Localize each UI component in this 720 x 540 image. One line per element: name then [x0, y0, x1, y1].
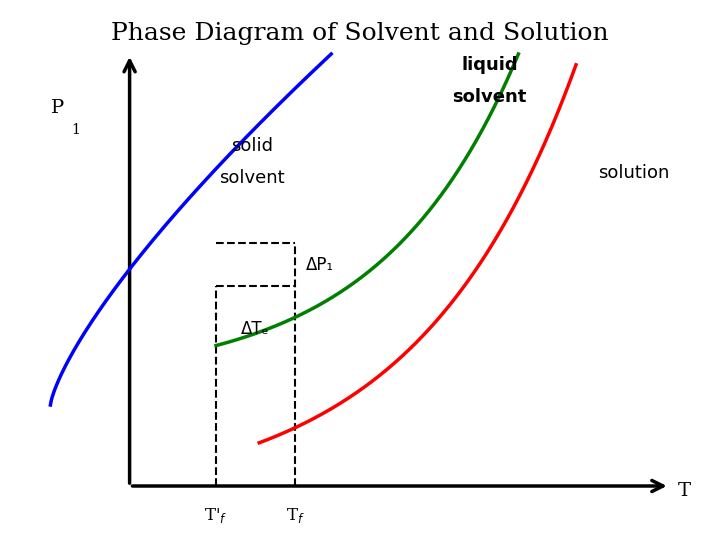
Text: ΔTₑ: ΔTₑ — [241, 320, 270, 339]
Text: P: P — [51, 99, 64, 117]
Text: solution: solution — [598, 164, 670, 182]
Text: T: T — [678, 482, 690, 501]
Text: solvent: solvent — [452, 88, 527, 106]
Text: Phase Diagram of Solvent and Solution: Phase Diagram of Solvent and Solution — [111, 22, 609, 45]
Text: T'$_f$: T'$_f$ — [204, 506, 228, 525]
Text: 1: 1 — [71, 123, 80, 137]
Text: ΔP₁: ΔP₁ — [306, 255, 334, 274]
Text: solvent: solvent — [219, 169, 285, 187]
Text: solid: solid — [231, 137, 273, 155]
Text: T$_f$: T$_f$ — [286, 506, 305, 525]
Text: liquid: liquid — [462, 56, 518, 74]
